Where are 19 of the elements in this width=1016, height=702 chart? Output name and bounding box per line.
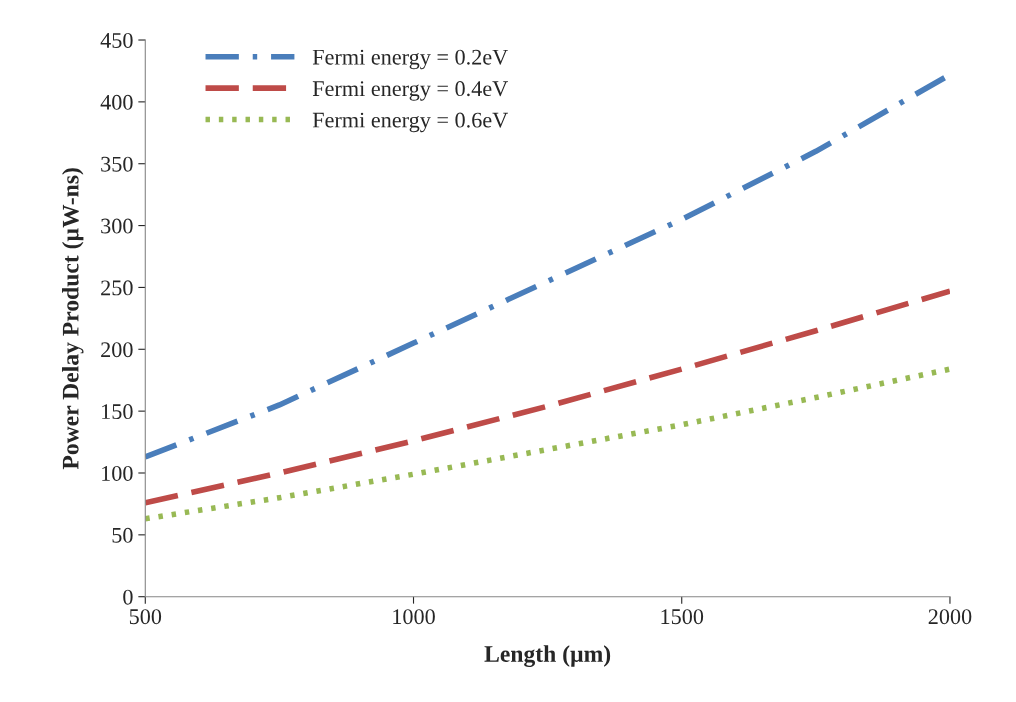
x-tick-label: 1500 — [661, 609, 704, 625]
y-tick-label: 200 — [101, 342, 133, 358]
legend-label: Fermi energy = 0.2eV — [312, 49, 508, 70]
x-axis-title: Length (µm) — [484, 645, 611, 667]
y-tick-label: 450 — [100, 32, 133, 48]
y-tick-label: 100 — [102, 465, 133, 481]
legend-label: Fermi energy = 0.4eV — [312, 81, 508, 101]
y-tick-label: 350 — [101, 156, 133, 172]
x-tick-label: 2000 — [928, 609, 972, 625]
y-tick-label: 300 — [101, 218, 133, 234]
y-axis-title: Power Delay Product (µW-ns) — [62, 168, 84, 470]
y-tick-label: 250 — [101, 280, 133, 296]
y-tick-label: 400 — [100, 94, 133, 110]
y-tick-label: 150 — [102, 404, 133, 420]
y-tick-label: 0 — [123, 589, 133, 605]
x-tick-label: 1000 — [393, 609, 435, 625]
y-tick-label: 50 — [112, 527, 133, 543]
x-tick-label: 500 — [129, 609, 162, 625]
legend-label: Fermi energy = 0.6eV — [312, 112, 508, 133]
